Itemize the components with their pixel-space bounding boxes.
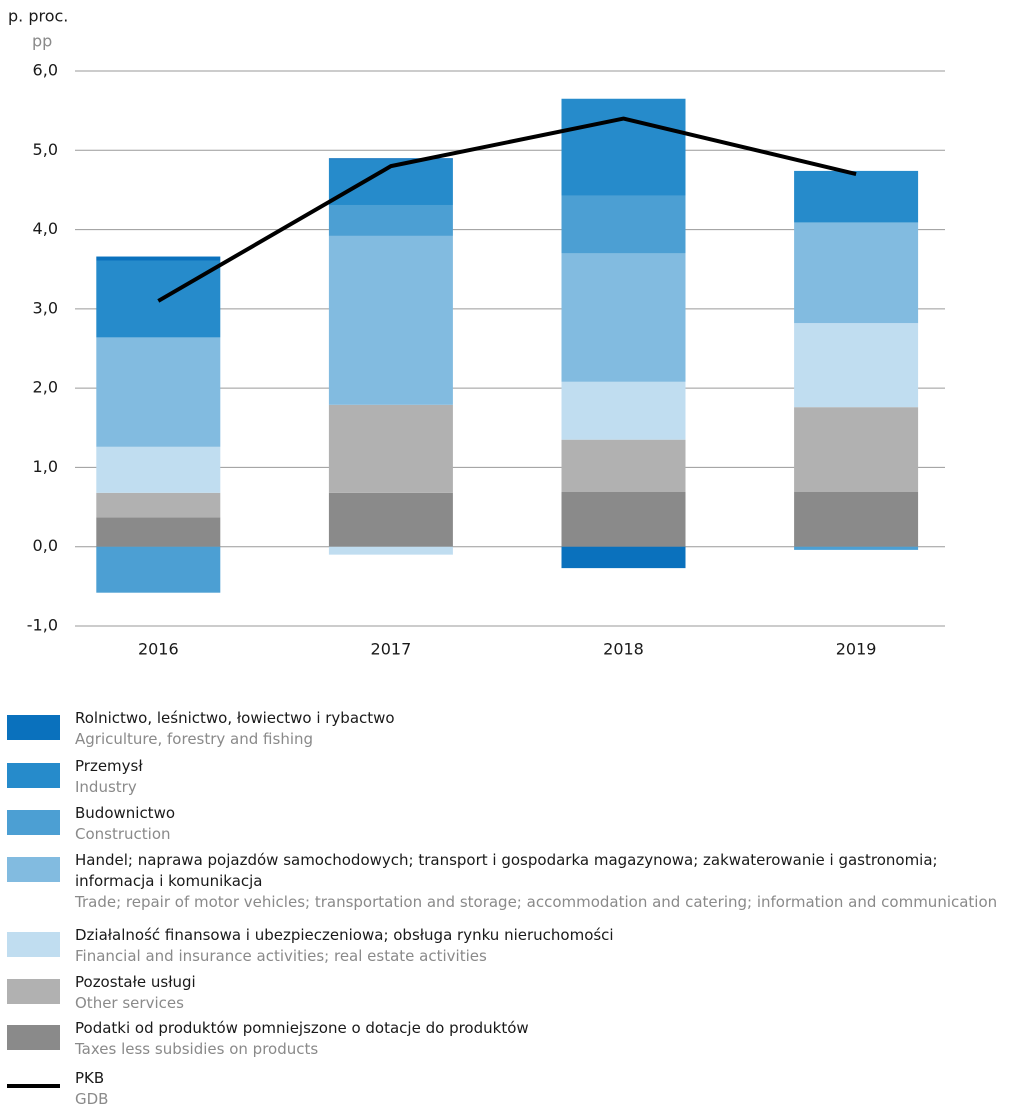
legend-label-en: Industry	[75, 778, 137, 796]
bar-segment	[328, 235, 453, 405]
legend-label: Przemysł	[75, 757, 143, 775]
legend-text: Budownictwo Construction	[75, 803, 175, 845]
bar-segment	[96, 492, 221, 518]
bar-segment	[328, 546, 453, 555]
bar-segment	[794, 222, 919, 324]
legend-swatch	[7, 715, 60, 740]
legend-swatch	[7, 857, 60, 882]
y-tick-label: -1,0	[27, 616, 58, 635]
bar-segment	[794, 170, 919, 223]
y-tick-label: 6,0	[33, 61, 58, 80]
legend-swatch	[7, 1025, 60, 1050]
legend-swatch	[7, 1084, 60, 1088]
legend-label-en: Agriculture, forestry and fishing	[75, 730, 314, 748]
legend-label-en: Taxes less subsidies on products	[75, 1040, 319, 1058]
legend-swatch	[7, 810, 60, 835]
chart: p. proc. pp -1,0 0,0 1,0 2,0 3,0 4,0 5,0 6,0 201…	[8, 7, 945, 659]
y-tick-label: 2,0	[33, 378, 58, 397]
bar-segment	[96, 546, 221, 593]
y-label: p. proc.	[8, 7, 68, 26]
bar-segment	[561, 195, 686, 254]
bar-segment	[96, 517, 221, 547]
legend-text: PKB GDB	[75, 1068, 108, 1110]
bar-segment	[561, 546, 686, 569]
bar-segment	[561, 381, 686, 440]
legend-label: Podatki od produktów pomniejszone o dota…	[75, 1019, 529, 1037]
legend-label: Działalność finansowa i ubezpieczeniowa;…	[75, 926, 614, 944]
legend-swatch	[7, 932, 60, 957]
legend-text: Pozostałe usługi Other services	[75, 972, 196, 1014]
legend-text: Przemysł Industry	[75, 756, 143, 798]
y-tick-label: 1,0	[33, 457, 58, 476]
bar-segment	[561, 492, 686, 547]
bar-segment	[794, 492, 919, 547]
y-tick-label: 0,0	[33, 536, 58, 555]
legend-text: Handel; naprawa pojazdów samochodowych; …	[75, 850, 998, 913]
bar-segment	[96, 446, 221, 493]
bar-segment	[328, 404, 453, 493]
legend-label-en: GDB	[75, 1090, 109, 1108]
bar-segment	[794, 546, 919, 550]
legend-label: Pozostałe usługi	[75, 973, 196, 991]
bar-segment	[561, 439, 686, 493]
y-label-en: pp	[32, 32, 52, 51]
x-tick-label: 2018	[603, 640, 644, 659]
bar-segment	[328, 204, 453, 236]
bar-segment	[96, 337, 221, 447]
legend-label: Handel; naprawa pojazdów samochodowych; …	[75, 851, 938, 890]
legend-label: Rolnictwo, leśnictwo, łowiectwo i rybact…	[75, 709, 395, 727]
legend-swatch	[7, 763, 60, 788]
bar-segment	[328, 158, 453, 160]
legend-text: Rolnictwo, leśnictwo, łowiectwo i rybact…	[75, 708, 395, 750]
x-tick-label: 2016	[138, 640, 179, 659]
y-tick-label: 3,0	[33, 298, 58, 317]
y-tick-label: 4,0	[33, 219, 58, 238]
legend-label-en: Financial and insurance activities; real…	[75, 947, 487, 965]
legend-label-en: Construction	[75, 825, 171, 843]
bar-segment	[561, 98, 686, 196]
legend-label: Budownictwo	[75, 804, 176, 822]
legend-label-en: Other services	[75, 994, 184, 1012]
x-tick-label: 2019	[836, 640, 877, 659]
legend-text: Podatki od produktów pomniejszone o dota…	[75, 1018, 529, 1060]
legend-label: PKB	[75, 1069, 105, 1087]
bar-segment	[561, 253, 686, 382]
y-tick-label: 5,0	[33, 140, 58, 159]
legend-text: Działalność finansowa i ubezpieczeniowa;…	[75, 925, 614, 967]
legend-label-en: Trade; repair of motor vehicles; transpo…	[75, 893, 998, 911]
bar-segment	[794, 323, 919, 408]
bar-segment	[96, 256, 221, 261]
line	[157, 116, 857, 303]
bar-segment	[328, 492, 453, 547]
x-tick-label: 2017	[371, 640, 412, 659]
legend-swatch	[7, 979, 60, 1004]
bar-segment	[794, 407, 919, 493]
